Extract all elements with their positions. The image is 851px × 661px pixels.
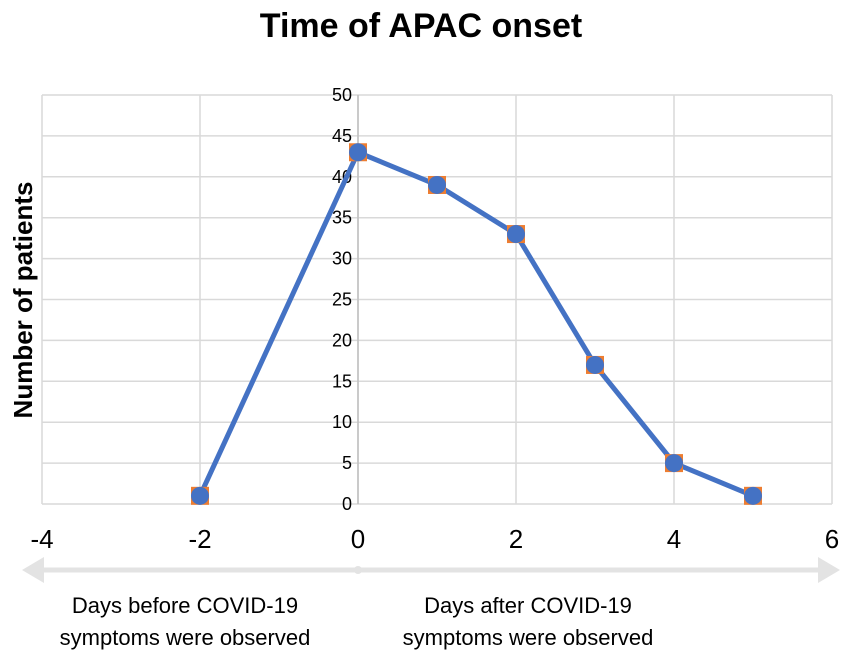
data-point [744, 486, 762, 505]
data-point [349, 143, 367, 162]
arrow-origin-marker [354, 566, 362, 574]
x-tick-label: -4 [30, 524, 53, 554]
y-tick-label: 35 [332, 208, 352, 228]
time-direction-arrow [22, 557, 840, 583]
data-point [507, 225, 525, 244]
grid [41, 94, 833, 505]
y-tick-label: 5 [342, 453, 352, 473]
y-tick-label: 30 [332, 249, 352, 269]
y-tick-label: 25 [332, 290, 352, 310]
y-tick-label: 10 [332, 412, 352, 432]
days-after-label-line2: symptoms were observed [403, 625, 654, 650]
arrow-right-head [818, 557, 840, 583]
chart-title: Time of APAC onset [260, 7, 582, 45]
days-before-label-line2: symptoms were observed [60, 625, 311, 650]
y-tick-label: 15 [332, 371, 352, 391]
y-tick-label: 0 [342, 494, 352, 514]
data-point [428, 175, 446, 194]
data-point [665, 454, 683, 473]
x-tick-label: 2 [509, 524, 523, 554]
y-tick-label: 50 [332, 85, 352, 105]
x-tick-labels: -4 -2 0 2 4 6 [30, 524, 839, 554]
days-after-label-line1: Days after COVID-19 [424, 593, 632, 618]
data-point [586, 355, 604, 374]
series-line [197, 149, 754, 499]
x-tick-label: -2 [188, 524, 211, 554]
arrow-left-head [22, 557, 44, 583]
x-tick-label: 0 [351, 524, 365, 554]
y-axis-label: Number of patients [8, 182, 38, 419]
y-tick-label: 20 [332, 330, 352, 350]
y-tick-label: 45 [332, 126, 352, 146]
series [191, 143, 762, 505]
days-before-label-line1: Days before COVID-19 [72, 593, 298, 618]
x-tick-label: 6 [825, 524, 839, 554]
data-point [191, 486, 209, 505]
x-tick-label: 4 [667, 524, 681, 554]
